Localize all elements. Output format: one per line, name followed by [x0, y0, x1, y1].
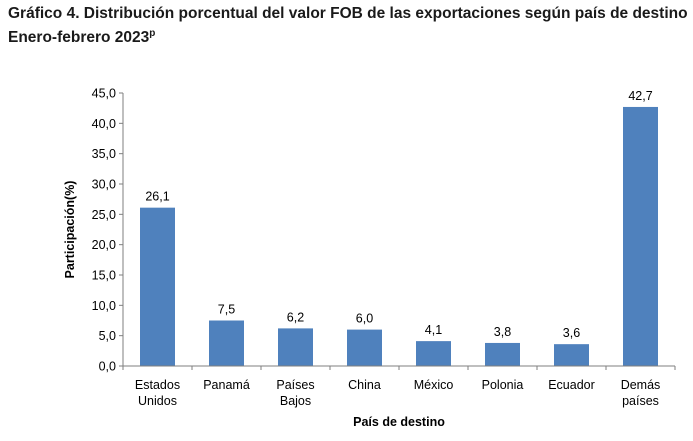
bar: [347, 329, 382, 366]
y-axis-title: Participación(%): [63, 181, 77, 279]
title-line-1: Gráfico 4. Distribución porcentual del v…: [8, 5, 688, 22]
title-period: Enero-febrero 2023: [8, 29, 150, 47]
bar-value-label: 6,2: [287, 310, 304, 324]
x-category-label: Estados Unidos: [135, 378, 180, 408]
bar-value-label: 6,0: [356, 312, 373, 326]
x-category-label: Ecuador: [548, 378, 595, 392]
y-tick-label: 40,0: [92, 117, 116, 131]
bar-value-label: 3,6: [563, 326, 580, 340]
bar: [209, 320, 244, 366]
y-tick-label: 5,0: [99, 329, 116, 343]
x-category-label: Polonia: [482, 378, 524, 392]
y-tick-label: 35,0: [92, 147, 116, 161]
bar: [416, 341, 451, 366]
title-line-2: Enero-febrero 2023p: [8, 24, 688, 48]
y-tick-label: 25,0: [92, 208, 116, 222]
x-category-label: Panamá: [203, 378, 250, 392]
x-category-label: China: [348, 378, 381, 392]
y-tick-label: 15,0: [92, 269, 116, 283]
bar: [485, 342, 520, 366]
bar-value-label: 42,7: [628, 89, 652, 103]
y-tick-label: 10,0: [92, 299, 116, 313]
bar-value-label: 4,1: [425, 323, 442, 337]
x-category-label: Demás países: [621, 378, 661, 408]
bar: [554, 344, 589, 366]
bar: [278, 328, 313, 366]
x-axis: Estados Unidos Panamá Países Bajos China Méxic…: [122, 365, 676, 408]
bar: [140, 207, 175, 366]
bar-value-label: 3,8: [494, 325, 511, 339]
y-tick-label: 30,0: [92, 178, 116, 192]
title-superscript: p: [149, 28, 156, 39]
bar-value-label: 7,5: [218, 303, 235, 317]
x-category-label: México: [414, 378, 454, 392]
x-axis-title: País de destino: [353, 415, 445, 429]
chart-title: Gráfico 4. Distribución porcentual del v…: [8, 4, 688, 48]
y-tick-label: 20,0: [92, 238, 116, 252]
bar: [623, 106, 658, 366]
y-tick-label: 45,0: [92, 87, 116, 101]
y-tick-label: 0,0: [99, 360, 116, 374]
bar-value-label: 26,1: [145, 190, 169, 204]
x-category-label: Países Bajos: [276, 378, 314, 408]
y-axis: 0,0 5,0 10,0 15,0 20,0 25,0 30,0 35,0 40,0 45,0: [92, 87, 124, 374]
bars: 26,1 7,5 6,2 6,0 4,1 3,8 3,6 42,7: [140, 89, 658, 366]
